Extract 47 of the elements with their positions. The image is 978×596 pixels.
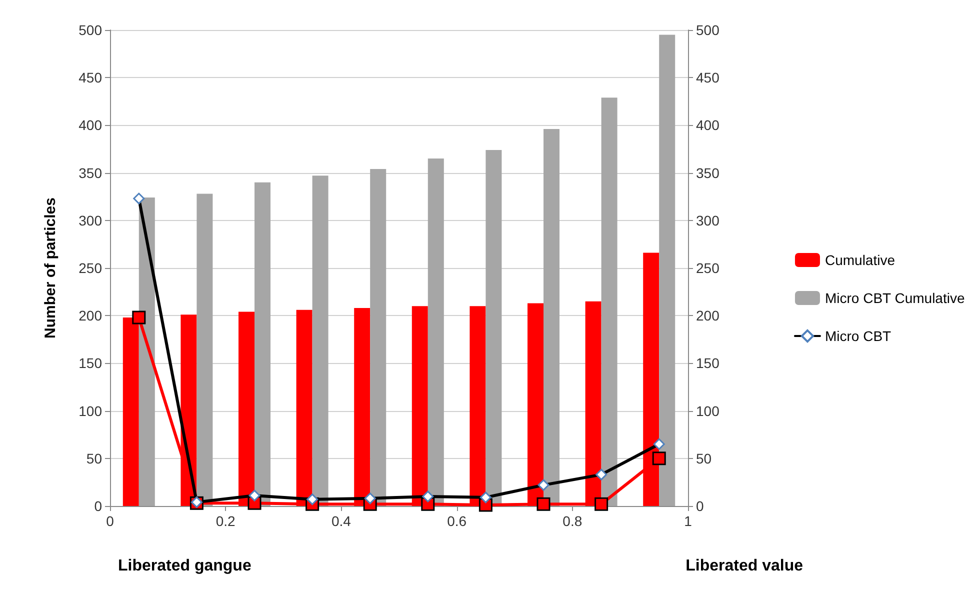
point: [536, 497, 550, 511]
y-tick-label: 200: [78, 308, 102, 324]
bar: [196, 194, 213, 506]
y2-tick-label: 500: [696, 22, 720, 38]
y-tick-label: 400: [78, 117, 102, 134]
x-tick-label: 0.8: [562, 513, 582, 529]
y-tick-label: 150: [78, 355, 102, 372]
y-tick-label: 250: [78, 260, 102, 276]
y2-tick-label: 300: [696, 212, 720, 228]
y2-tick-label: 400: [696, 117, 720, 134]
legend-label: Micro CBT: [824, 328, 892, 344]
y2-tick-label: 350: [696, 164, 720, 181]
point: [132, 310, 146, 324]
y2-tick-label: 100: [696, 402, 720, 419]
y2-tick-label: 450: [696, 70, 720, 86]
y2-tick-label: 150: [696, 355, 720, 372]
bar: [659, 34, 676, 506]
y-tick-label: 450: [78, 70, 102, 86]
x-tick-label: 0.4: [331, 513, 352, 529]
y-tick-label: 300: [78, 212, 102, 228]
y-tick-label: 50: [86, 450, 102, 466]
y2-tick-label: 250: [696, 260, 720, 276]
y2-tick-label: 200: [696, 308, 720, 324]
y-axis-title: Number of particles: [42, 198, 59, 338]
x-tick-label: 0: [106, 513, 114, 529]
point: [652, 452, 666, 466]
bar: [254, 182, 270, 506]
y2-tick-label: 0: [696, 498, 704, 514]
bar: [138, 198, 155, 506]
y-tick-label: 350: [78, 164, 102, 181]
legend-label: Cumulative: [824, 252, 896, 268]
bar: [601, 98, 618, 506]
y2-tick-label: 50: [696, 450, 712, 466]
bar: [312, 176, 328, 506]
legend-label: Micro CBT Cumulative: [824, 290, 965, 306]
text: Liberated value: [686, 558, 804, 574]
text: Liberated gangue: [118, 558, 252, 574]
y-tick-label: 500: [78, 22, 102, 38]
bar: [544, 129, 560, 506]
x-tick-label: 1: [684, 513, 692, 529]
y-tick-label: 100: [78, 402, 102, 419]
point: [594, 497, 608, 511]
x-tick-label: 0.6: [447, 513, 467, 529]
y-tick-label: 0: [94, 498, 102, 514]
bar: [428, 158, 444, 506]
x-tick-label: 0.2: [216, 513, 236, 529]
bar: [370, 168, 386, 506]
